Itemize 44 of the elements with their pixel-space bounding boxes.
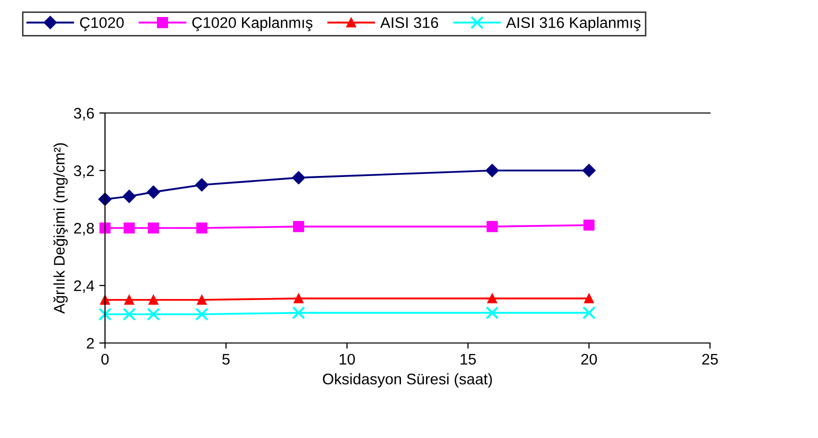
point (146, 308, 160, 321)
point (293, 221, 304, 232)
x-tick-label: 20 (581, 354, 597, 365)
legend-label: AISI 316 (380, 17, 438, 28)
legend-label: Ç1020 Kaplanmış (192, 16, 312, 32)
point (294, 294, 304, 304)
y-tick-label: 2,8 (74, 222, 94, 236)
point (146, 185, 160, 199)
y-tick-label: 3,2 (74, 165, 94, 178)
x-axis-title: Oksidasyon Süresi (saat) (322, 373, 492, 388)
point (292, 171, 306, 184)
point (122, 190, 136, 203)
legend-label: AISI 316 Kaplanmış (506, 16, 640, 32)
point (122, 308, 136, 321)
point (124, 222, 135, 234)
point (487, 294, 498, 304)
x-tick-label: 0 (101, 354, 109, 365)
point (583, 220, 595, 231)
point (582, 164, 596, 178)
point (124, 295, 134, 305)
point (486, 306, 499, 320)
legend-label: Ç1020 (80, 17, 124, 32)
point (195, 308, 208, 321)
point (582, 306, 596, 320)
point (148, 222, 159, 234)
y-tick-label: 2,4 (74, 280, 94, 293)
point (196, 222, 208, 234)
x-tick-label: 25 (702, 354, 718, 365)
point (486, 164, 499, 178)
x-tick-label: 10 (340, 354, 355, 365)
y-tick-label: 2 (86, 338, 94, 349)
point (148, 295, 158, 305)
x-tick-label: 5 (222, 354, 230, 365)
point (584, 294, 594, 304)
point (98, 308, 112, 321)
point (292, 306, 306, 320)
point (195, 178, 208, 192)
y-axis-title: Ağrılık Değişimi (mg/cm²) (53, 143, 68, 314)
point (196, 295, 207, 305)
y-tick-label: 3,6 (74, 108, 94, 120)
point (99, 222, 111, 234)
x-tick-label: 15 (460, 354, 476, 365)
point (486, 221, 498, 232)
point (98, 192, 112, 206)
